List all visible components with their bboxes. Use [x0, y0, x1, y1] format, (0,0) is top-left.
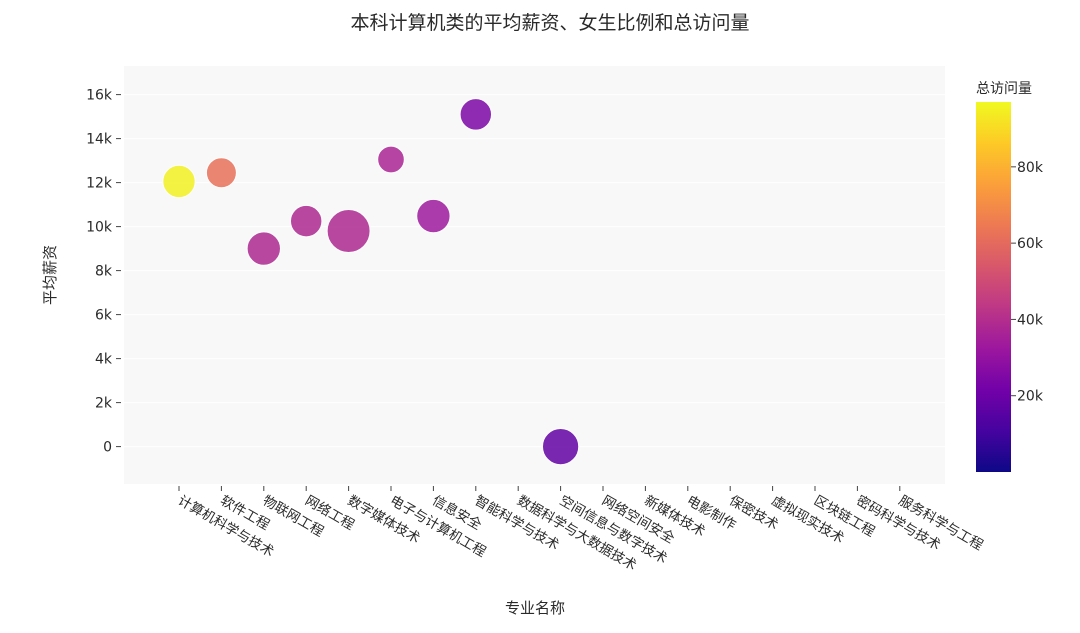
data-point-bubble[interactable] [246, 231, 281, 266]
y-axis-title: 平均薪资 [41, 245, 59, 305]
x-axis-ticks: 计算机科学与技术软件工程物联网工程网络工程数字媒体技术电子与计算机工程信息安全智… [175, 486, 986, 574]
y-tick-label: 8k [95, 264, 113, 280]
y-tick-label: 16k [86, 88, 113, 104]
y-tick-label: 12k [86, 176, 113, 192]
colorbar-tick-label: 20k [1017, 389, 1044, 405]
y-tick-label: 0 [103, 440, 112, 456]
y-tick-label: 10k [86, 220, 113, 236]
y-tick-label: 6k [95, 308, 113, 324]
data-point-bubble[interactable] [541, 427, 580, 466]
y-tick-label: 2k [95, 396, 113, 412]
data-point-bubble[interactable] [377, 145, 405, 174]
y-axis-ticks: 0 2k 4k 6k 8k 10k 12k 14k 16k [86, 88, 121, 456]
data-point-bubble[interactable] [205, 157, 237, 189]
data-point-bubble[interactable] [416, 198, 451, 234]
y-tick-label: 4k [95, 352, 113, 368]
chart-title: 本科计算机类的平均薪资、女生比例和总访问量 [350, 12, 749, 34]
colorbar-title: 总访问量 [976, 81, 1032, 97]
y-tick-label: 14k [86, 132, 113, 148]
x-axis-title: 专业名称 [505, 599, 565, 617]
colorbar-ticks: 20k 40k 60k 80k [1011, 160, 1044, 405]
data-point-bubble[interactable] [326, 209, 371, 253]
colorbar: 总访问量 20k 40k 60k 80k [976, 81, 1044, 472]
colorbar-tick-label: 40k [1017, 312, 1044, 328]
data-point-bubble[interactable] [162, 164, 196, 199]
data-point-bubble[interactable] [289, 204, 323, 238]
grid-layer [124, 94, 945, 448]
colorbar-tick-label: 80k [1017, 160, 1044, 176]
colorbar-gradient [976, 102, 1011, 472]
data-point-bubble[interactable] [459, 98, 493, 131]
data-points [162, 98, 580, 466]
plot-background [124, 66, 945, 484]
colorbar-tick-label: 60k [1017, 236, 1044, 252]
